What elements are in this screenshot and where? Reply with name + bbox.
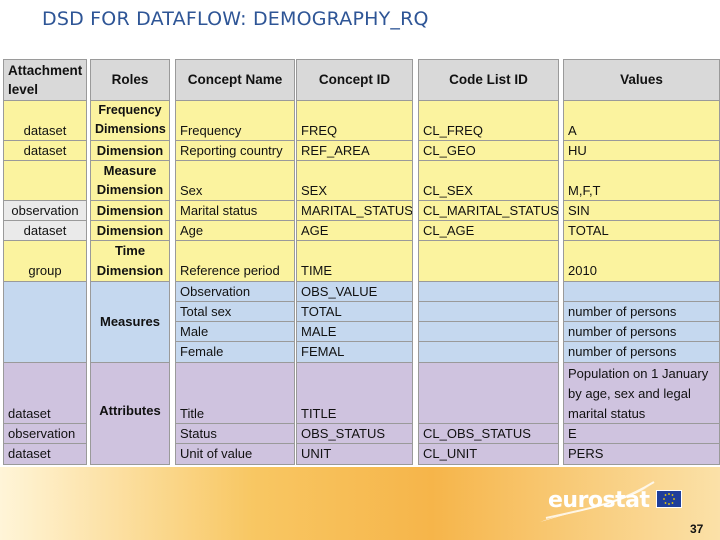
attachment-cell: dataset (23, 223, 67, 238)
yellow-block (419, 101, 558, 281)
value-cell: SIN (568, 203, 590, 218)
value-cell: Population on 1 January (568, 366, 709, 381)
blue-block (297, 282, 412, 362)
yellow-block (4, 241, 86, 281)
concept-id-cell: TITLE (301, 406, 337, 421)
measures-block (4, 282, 86, 362)
blue-block (564, 282, 719, 362)
column-concept-name: Concept Name Frequency Reporting country… (175, 59, 295, 465)
column-code-list-id: Code List ID CL_FREQ CL_GEO CL_SEX CL_MA… (418, 59, 559, 465)
header-concept-name: Concept Name (176, 60, 294, 100)
concept-id-cell: MARITAL_STATUS (301, 203, 412, 218)
code-list-cell: CL_AGE (423, 223, 475, 238)
blue-block (419, 282, 558, 362)
page-title: DSD FOR DATAFLOW: DEMOGRAPHY_RQ (42, 8, 429, 30)
yellow-block (176, 101, 294, 281)
value-cell: A (568, 123, 577, 138)
code-list-cell: CL_UNIT (423, 446, 478, 461)
concept-id-cell: SEX (301, 183, 328, 198)
value-cell: M,F,T (568, 183, 601, 198)
concept-id-cell: FREQ (301, 123, 338, 138)
code-list-cell: CL_OBS_STATUS (423, 426, 531, 441)
value-cell: HU (568, 143, 587, 158)
attachment-cell: observation (8, 426, 76, 441)
role-measures: Measures (91, 282, 169, 362)
eurostat-logo: eurostat (548, 488, 650, 513)
role-measure-dimension: Measure Dimension (91, 161, 169, 200)
blue-block (176, 282, 294, 362)
code-list-cell: CL_FREQ (423, 123, 483, 138)
concept-name-cell: Total sex (180, 304, 232, 319)
attachment-cell: dataset (8, 406, 51, 421)
column-roles: Roles Frequency Dimensions Dimension Mea… (90, 59, 170, 465)
value-cell: number of persons (568, 344, 677, 359)
role-dimension: Dimension (91, 141, 169, 160)
concept-name-cell: Title (180, 406, 205, 421)
swoosh-graphic (540, 481, 655, 522)
column-concept-id: Concept ID FREQ REF_AREA SEX MARITAL_STA… (296, 59, 413, 465)
header-attachment-level: Attachment level (4, 60, 86, 100)
concept-name-cell: Reference period (180, 263, 280, 278)
role-frequency-dimension: Frequency Dimensions (91, 101, 169, 140)
attributes-block (4, 363, 86, 464)
concept-name-cell: Observation (180, 284, 251, 299)
concept-id-cell: UNIT (301, 446, 332, 461)
purple-block (564, 363, 719, 464)
concept-id-cell: OBS_STATUS (301, 426, 386, 441)
yellow-block (4, 101, 86, 200)
eu-flag-icon (656, 490, 682, 508)
concept-name-cell: Sex (180, 183, 203, 198)
role-attributes: Attributes (91, 363, 169, 464)
column-attachment-level: Attachment level dataset dataset observa… (3, 59, 87, 465)
concept-id-cell: MALE (301, 324, 337, 339)
purple-block (297, 363, 412, 464)
concept-name-cell: Marital status (180, 203, 258, 218)
role-dimension: Dimension (91, 221, 169, 240)
concept-name-cell: Frequency (180, 123, 242, 138)
concept-id-cell: FEMAL (301, 344, 345, 359)
concept-name-cell: Female (180, 344, 224, 359)
concept-id-cell: OBS_VALUE (301, 284, 378, 299)
concept-name-cell: Age (180, 223, 204, 238)
header-roles: Roles (91, 60, 169, 100)
concept-id-cell: TOTAL (301, 304, 342, 319)
purple-block (176, 363, 294, 464)
concept-name-cell: Status (180, 426, 217, 441)
role-dimension: Dimension (91, 201, 169, 220)
column-values: Values A HU M,F,T SIN TOTAL 2010 number … (563, 59, 720, 465)
code-list-cell: CL_GEO (423, 143, 476, 158)
header-concept-id: Concept ID (297, 60, 412, 100)
page-number: 37 (690, 522, 704, 536)
value-cell: number of persons (568, 324, 677, 339)
header-code-list-id: Code List ID (419, 60, 558, 100)
yellow-block (564, 101, 719, 281)
attachment-cell: dataset (23, 143, 67, 158)
concept-name-cell: Reporting country (180, 143, 283, 158)
code-list-cell: CL_SEX (423, 183, 473, 198)
footer-band (0, 467, 720, 540)
code-list-cell: CL_MARITAL_STATUS (423, 203, 558, 218)
attachment-cell: dataset (23, 123, 67, 138)
value-cell: marital status (568, 406, 646, 421)
value-cell: E (568, 426, 577, 441)
purple-block (419, 363, 558, 464)
value-cell: PERS (568, 446, 604, 461)
value-cell: number of persons (568, 304, 677, 319)
attachment-cell: group (28, 263, 62, 278)
concept-name-cell: Unit of value (180, 446, 253, 461)
value-cell: by age, sex and legal (568, 386, 691, 401)
value-cell: 2010 (568, 263, 597, 278)
concept-id-cell: TIME (301, 263, 333, 278)
value-cell: TOTAL (568, 223, 609, 238)
yellow-block (297, 101, 412, 281)
attachment-cell: dataset (8, 446, 51, 461)
concept-name-cell: Male (180, 324, 209, 339)
concept-id-cell: REF_AREA (301, 143, 370, 158)
concept-id-cell: AGE (301, 223, 329, 238)
role-time-dimension: Time Dimension (91, 241, 169, 281)
attachment-cell: observation (11, 203, 79, 218)
header-values: Values (564, 60, 719, 100)
